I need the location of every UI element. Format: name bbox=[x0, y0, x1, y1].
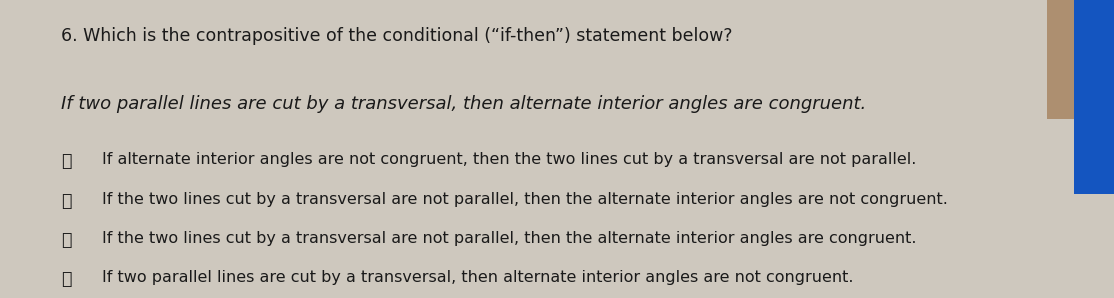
Text: If two parallel lines are cut by a transversal, then alternate interior angles a: If two parallel lines are cut by a trans… bbox=[102, 270, 854, 285]
Text: 6. Which is the contrapositive of the conditional (“if-then”) statement below?: 6. Which is the contrapositive of the co… bbox=[61, 27, 733, 45]
Bar bbox=[1074, 0, 1114, 194]
Text: Ⓓ: Ⓓ bbox=[61, 270, 71, 288]
Bar bbox=[1047, 0, 1114, 119]
Text: Ⓑ: Ⓑ bbox=[61, 192, 71, 210]
Text: If alternate interior angles are not congruent, then the two lines cut by a tran: If alternate interior angles are not con… bbox=[102, 152, 917, 167]
Text: If two parallel lines are cut by a transversal, then alternate interior angles a: If two parallel lines are cut by a trans… bbox=[61, 95, 867, 113]
Text: Ⓐ: Ⓐ bbox=[61, 152, 71, 170]
Text: Ⓒ: Ⓒ bbox=[61, 231, 71, 249]
Text: If the two lines cut by a transversal are not parallel, then the alternate inter: If the two lines cut by a transversal ar… bbox=[102, 231, 917, 246]
Text: If the two lines cut by a transversal are not parallel, then the alternate inter: If the two lines cut by a transversal ar… bbox=[102, 192, 948, 207]
